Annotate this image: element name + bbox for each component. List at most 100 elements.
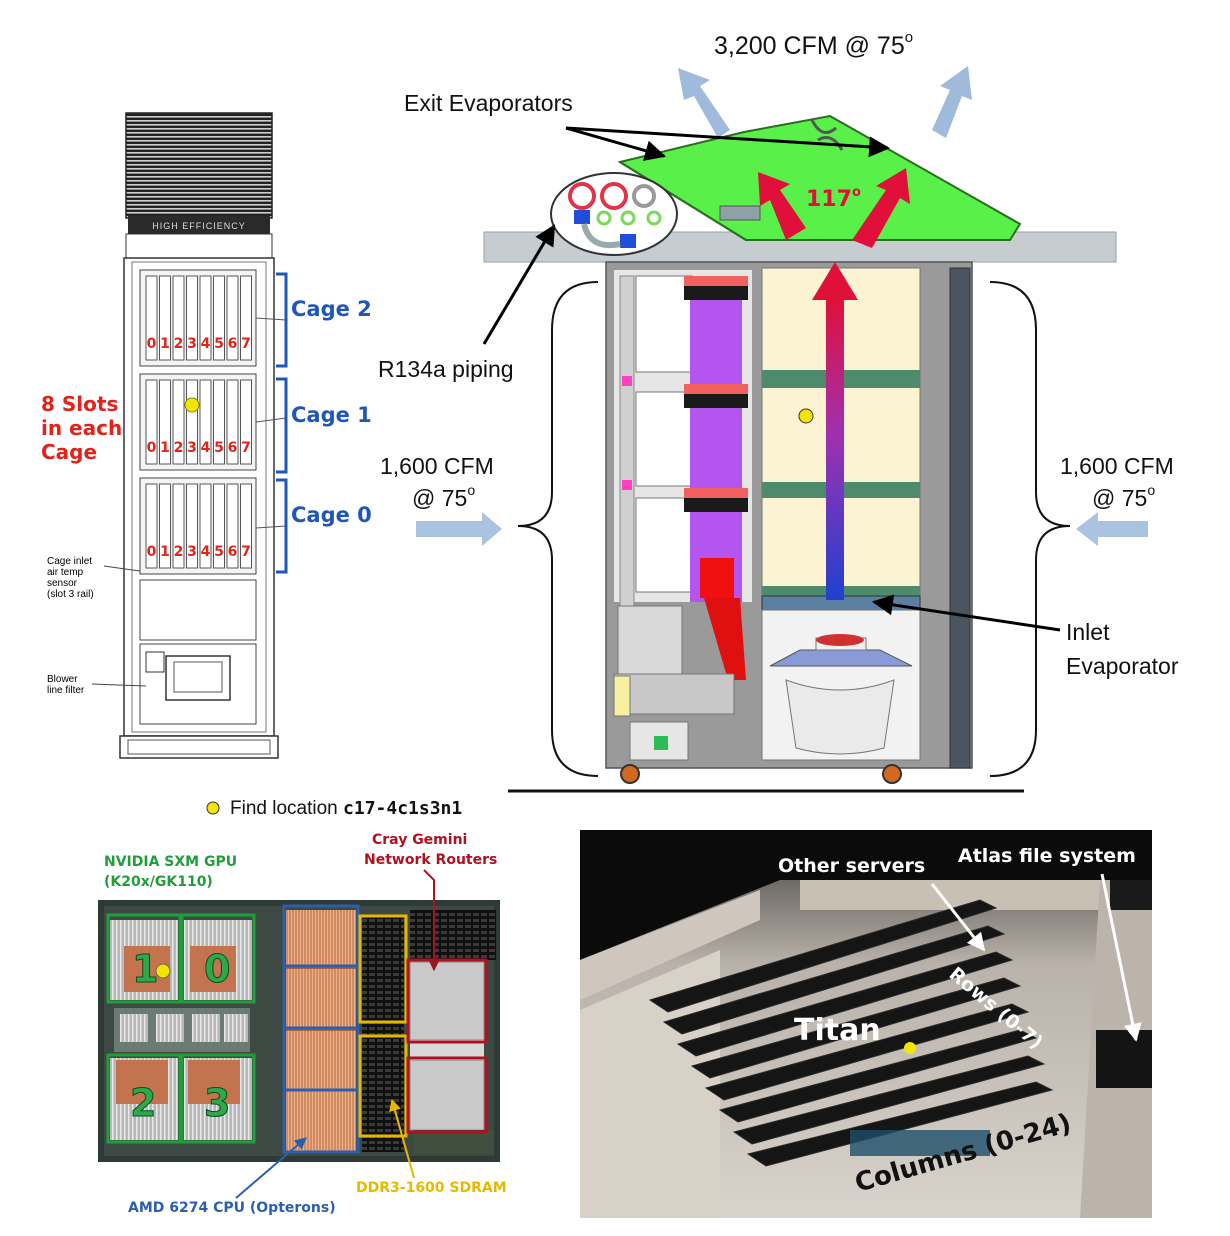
slot-blade [226,275,239,361]
slot-number: 1 [160,440,170,456]
slot-number: 7 [241,544,251,560]
slot-blade [186,379,198,465]
slot-blade [145,379,158,465]
location-marker-cabinet [798,408,814,424]
rack-location-marker [184,397,200,413]
svg-text:Evaporator: Evaporator [1066,653,1179,679]
slot-number: 1 [160,544,170,560]
inlet-braces [517,281,1071,777]
svg-text:3: 3 [204,1081,230,1125]
gpu-location-marker [155,963,171,979]
slot-blade [145,275,158,361]
slot-blade [172,275,185,361]
atlas-label: Atlas file system [958,845,1136,867]
slot-number: 2 [174,544,184,560]
slot-number: 2 [174,440,184,456]
slot-blade [172,483,185,569]
router-highlight-boxes [406,958,488,1134]
cage-0-label: Cage 0 [291,503,372,527]
blower-filter-label: Blower line filter [47,674,147,696]
slot-number: 6 [228,336,238,352]
slot-blade [159,483,171,569]
slot-number: 0 [147,544,157,560]
slot-number: 2 [174,336,184,352]
other-servers-label: Other servers [778,855,925,877]
svg-text:air temp: air temp [47,567,84,578]
router-label: Cray Gemini Network Routers [364,832,497,972]
exit-evaporators-label: Exit Evaporators [404,90,573,116]
slot-blade [213,275,225,361]
slot-number: 0 [147,440,157,456]
titan-rack-row [718,1029,1038,1123]
svg-text:line filter: line filter [47,685,85,696]
titan-rack-row [648,899,998,1013]
cage-2-label: Cage 2 [291,297,372,321]
svg-text:(slot 3 rail): (slot 3 rail) [47,589,94,600]
dram-label: DDR3-1600 SDRAM [356,1098,507,1196]
machine-room-render [580,830,1152,1218]
slot-blade [199,379,212,465]
slot-number: 6 [228,440,238,456]
top-exhaust-cfm: 3,200 CFM @ 75o [714,29,913,60]
titan-rack-row [704,1003,1030,1101]
slot-blade [226,483,239,569]
slot-blade [240,379,252,465]
svg-text:8 Slots: 8 Slots [41,392,118,416]
svg-text:AMD 6274 CPU (Opterons): AMD 6274 CPU (Opterons) [128,1200,336,1216]
r134a-piping-label: R134a piping [378,356,514,382]
room-location-marker [904,1042,916,1054]
slot-blade [172,379,185,465]
svg-text:@ 75o: @ 75o [1092,482,1155,511]
titan-rack-row [662,925,1006,1035]
exit-evaporator-leaders [565,126,891,161]
slot-blade [199,483,212,569]
svg-text:Cage: Cage [41,440,97,464]
svg-text:2: 2 [130,1081,156,1125]
slot-blade [213,379,225,465]
exit-temperature: 117o [806,185,861,212]
slot-number: 3 [187,336,197,352]
slots-per-cage-label: 8 Slots in each Cage [41,392,122,464]
svg-text:DDR3-1600 SDRAM: DDR3-1600 SDRAM [356,1180,507,1196]
r134a-leader [482,224,556,345]
svg-text:@ 75o: @ 75o [412,482,475,511]
right-inlet-cfm: 1,600 CFM @ 75o [1060,453,1174,511]
slot-blade [159,275,171,361]
slot-number: 3 [187,440,197,456]
cpu-highlight-boxes [282,904,360,1154]
titan-rack-row [746,1081,1054,1167]
slot-blade [240,275,252,361]
slot-blade [145,483,158,569]
inlet-evaporator-label: Inlet Evaporator [871,594,1179,679]
svg-text:1: 1 [132,947,158,991]
cabinet-cross-section [483,114,1117,793]
svg-text:Inlet: Inlet [1066,619,1110,645]
gpu-label: NVIDIA SXM GPU (K20x/GK110) [104,854,237,890]
find-location-legend: Find location c17-4c1s3n1 [206,798,462,819]
svg-text:Blower: Blower [47,674,78,685]
gpu-highlight-boxes [106,913,256,1144]
slot-blade [226,379,239,465]
svg-text:HIGH EFFICIENCY: HIGH EFFICIENCY [152,221,246,231]
slot-number: 4 [201,544,211,560]
titan-rack-row [732,1055,1046,1145]
slot-number: 4 [201,336,211,352]
cage-1-label: Cage 1 [291,403,372,427]
slot-blade [213,483,225,569]
slot-number: 7 [241,336,251,352]
svg-text:0: 0 [204,947,230,991]
exit-airflow-arrows [678,66,972,248]
svg-text:1,600 CFM: 1,600 CFM [380,453,494,479]
blower-area [139,579,257,725]
dram-highlight-boxes [358,914,408,1138]
cage-brackets [255,272,288,574]
slot-blade [186,275,198,361]
gpu-numbers: 1 0 2 3 [130,947,231,1126]
cpu-label: AMD 6274 CPU (Opterons) [128,1137,336,1216]
slot-number: 0 [147,336,157,352]
svg-text:(K20x/GK110): (K20x/GK110) [104,874,213,890]
side-inlet-arrows [416,512,1148,546]
slot-number: 3 [187,544,197,560]
